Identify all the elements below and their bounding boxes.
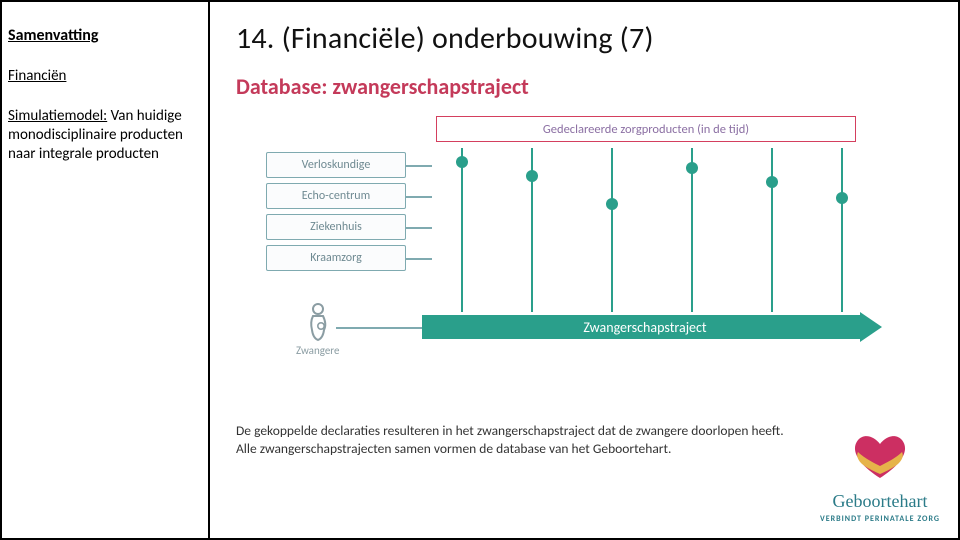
node-line [461,148,463,312]
left-box: Ziekenhuis [266,214,406,240]
node-dot [766,176,778,188]
node-line [771,148,773,312]
pregnant-label: Zwangere [296,344,339,357]
page-title: 14. (Financiële) onderbouwing (7) [236,20,936,57]
connector [406,227,432,229]
nodes-area [436,148,876,208]
sidebar-subheading: Financiën [8,67,200,85]
left-box: Verloskundige [266,152,406,178]
left-box: Echo-centrum [266,183,406,209]
logo-tagline: VERBINDT PERINATALE ZORG [820,514,940,524]
slide-page: Samenvatting Financiën Simulatiemodel: V… [0,0,960,540]
person-icon [301,302,335,342]
sidebar: Samenvatting Financiën Simulatiemodel: V… [2,2,210,538]
caption: De gekoppelde declaraties resulteren in … [236,422,796,458]
sidebar-description: Simulatiemodel: Van huidige monodiscipli… [8,107,200,163]
logo-icon [838,426,922,486]
node-dot [836,192,848,204]
sidebar-desc-lead: Simulatiemodel: [8,107,107,125]
arrow-shape: Zwangerschapstraject [422,312,882,342]
node-dot [456,156,468,168]
logo: Geboortehart VERBINDT PERINATALE ZORG [820,426,940,524]
node-dot [686,162,698,174]
diagram: Gedeclareerde zorgproducten (in de tijd)… [236,116,936,416]
top-banner: Gedeclareerde zorgproducten (in de tijd) [436,116,856,142]
logo-name: Geboortehart [820,491,940,512]
sidebar-heading: Samenvatting [8,26,200,45]
section-title: Database: zwangerschapstraject [236,73,936,100]
arrow-label: Zwangerschapstraject [422,312,868,342]
node-dot [606,198,618,210]
arrow-band: Zwangerschapstraject [422,312,882,342]
left-boxes: Verloskundige Echo-centrum Ziekenhuis Kr… [266,152,406,276]
main-content: 14. (Financiële) onderbouwing (7) Databa… [210,2,958,538]
connector [406,196,432,198]
connector [406,165,432,167]
node-line [611,148,613,312]
node-dot [526,170,538,182]
pregnant-icon: Zwangere [296,302,339,357]
node-line [841,148,843,312]
connector [406,258,432,260]
left-box: Kraamzorg [266,245,406,271]
connector [336,327,422,329]
